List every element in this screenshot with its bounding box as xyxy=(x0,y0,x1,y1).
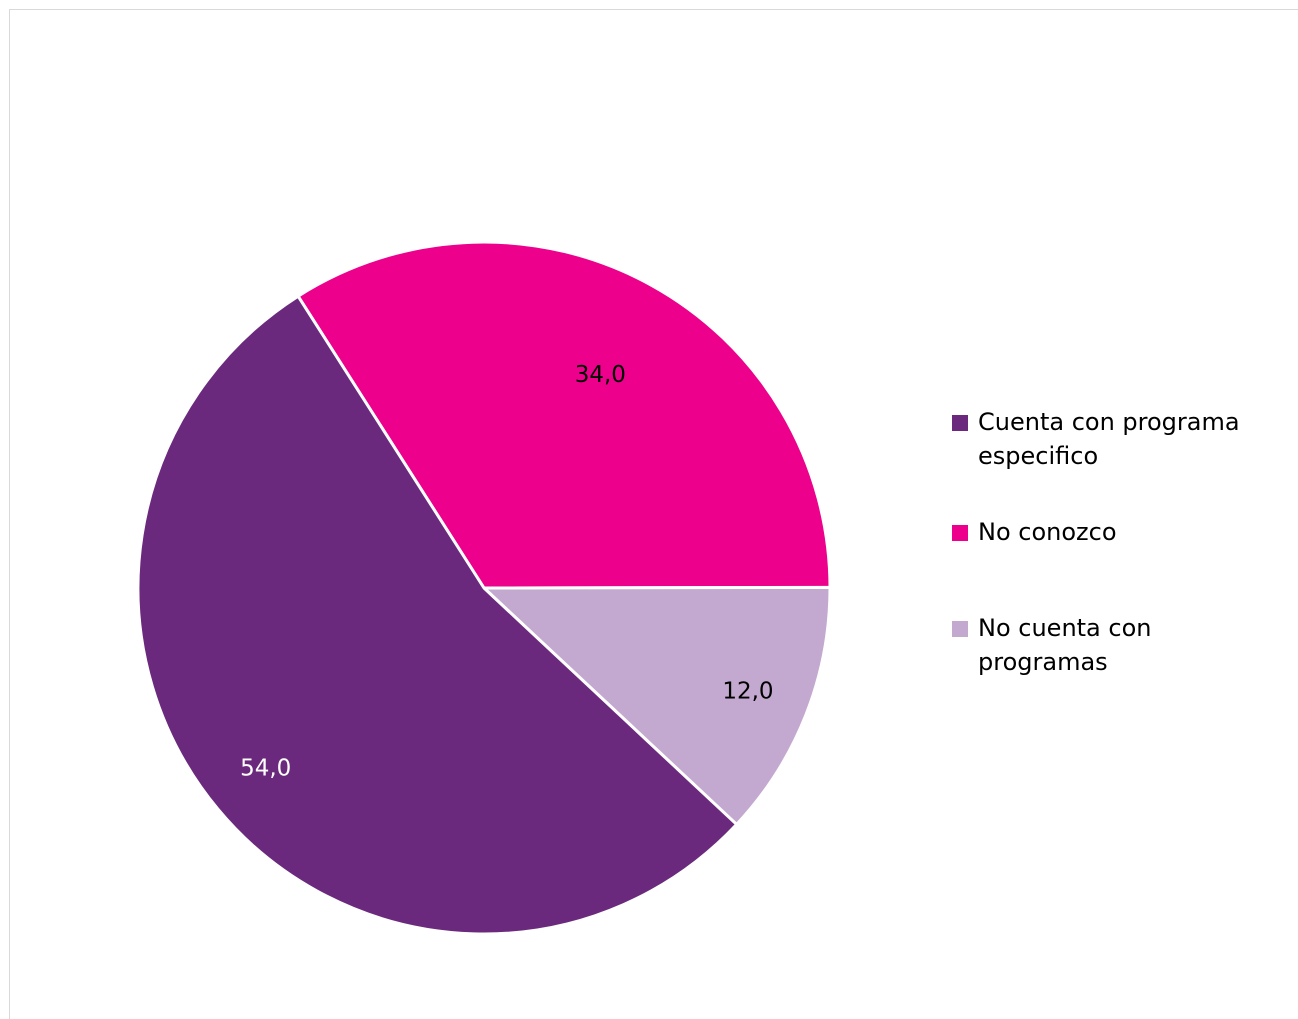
data-label-no-conozco: 34,0 xyxy=(575,362,626,388)
legend-label: No conozco xyxy=(978,518,1117,546)
legend-swatch xyxy=(952,525,968,541)
data-label-no-cuenta-con-programas: 12,0 xyxy=(722,678,773,704)
legend-item-no-cuenta-con-programas: No cuenta con programas xyxy=(952,611,1282,679)
legend-item-no-conozco: No conozco xyxy=(952,515,1282,549)
data-label-cuenta-con-programa: 54,0 xyxy=(240,756,291,782)
legend-label: No cuenta con programas xyxy=(978,614,1152,676)
slice-cuenta-con-programa xyxy=(136,294,739,936)
legend-swatch xyxy=(952,415,968,431)
slice-no-cuenta-con-programas xyxy=(482,585,832,826)
pie-slices xyxy=(136,240,832,936)
slice-no-conozco xyxy=(296,240,832,590)
legend-item-cuenta-con-programa: Cuenta con programa especifico xyxy=(952,405,1282,473)
chart-area xyxy=(9,9,1298,1019)
legend-swatch xyxy=(952,621,968,637)
legend-label: Cuenta con programa especifico xyxy=(978,408,1240,470)
legend: Cuenta con programa especifico No conozc… xyxy=(952,405,1282,679)
pie-data-labels: 34,0 12,0 54,0 xyxy=(240,362,773,782)
